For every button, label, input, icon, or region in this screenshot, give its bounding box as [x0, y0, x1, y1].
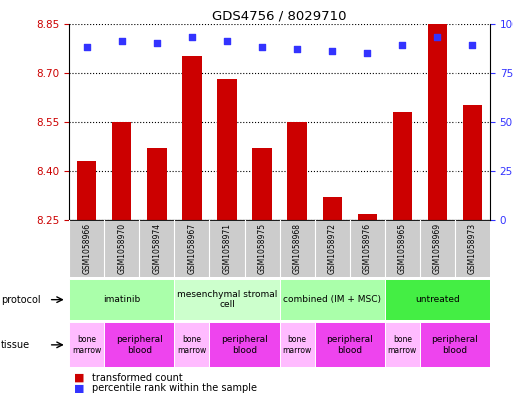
Point [188, 34, 196, 40]
Text: tissue: tissue [1, 340, 30, 350]
Bar [463, 105, 482, 220]
Bar [287, 122, 307, 220]
Point [363, 50, 371, 56]
Text: peripheral
blood: peripheral blood [431, 335, 478, 354]
Bar [280, 279, 385, 320]
Text: bone
marrow: bone marrow [388, 335, 417, 354]
Bar [392, 112, 412, 220]
Bar [174, 322, 209, 367]
Bar [182, 56, 202, 220]
Text: GSM1058967: GSM1058967 [187, 223, 196, 274]
Bar [385, 279, 490, 320]
Text: GSM1058966: GSM1058966 [82, 223, 91, 274]
Text: untreated: untreated [415, 295, 460, 304]
Point [398, 42, 406, 48]
Text: GSM1058970: GSM1058970 [117, 223, 126, 274]
Title: GDS4756 / 8029710: GDS4756 / 8029710 [212, 9, 347, 22]
Text: GSM1058968: GSM1058968 [292, 223, 302, 274]
Text: ■: ■ [74, 373, 85, 383]
Bar [323, 197, 342, 220]
Text: peripheral
blood: peripheral blood [326, 335, 373, 354]
Text: GSM1058969: GSM1058969 [433, 223, 442, 274]
Text: combined (IM + MSC): combined (IM + MSC) [283, 295, 381, 304]
Point [468, 42, 477, 48]
Text: GSM1058972: GSM1058972 [328, 223, 337, 274]
Text: GSM1058976: GSM1058976 [363, 223, 372, 274]
Point [83, 44, 91, 50]
Text: percentile rank within the sample: percentile rank within the sample [92, 383, 258, 393]
Bar [69, 279, 174, 320]
Text: GSM1058974: GSM1058974 [152, 223, 162, 274]
Bar [358, 213, 377, 220]
Bar [252, 148, 272, 220]
Text: bone
marrow: bone marrow [283, 335, 312, 354]
Point [117, 38, 126, 44]
Text: GSM1058973: GSM1058973 [468, 223, 477, 274]
Text: mesenchymal stromal
cell: mesenchymal stromal cell [177, 290, 277, 309]
Bar [385, 322, 420, 367]
Text: transformed count: transformed count [92, 373, 183, 383]
Bar [104, 322, 174, 367]
Bar [112, 122, 131, 220]
Text: peripheral
blood: peripheral blood [116, 335, 163, 354]
Text: GSM1058971: GSM1058971 [223, 223, 231, 274]
Text: bone
marrow: bone marrow [177, 335, 207, 354]
Bar [174, 279, 280, 320]
Text: GSM1058965: GSM1058965 [398, 223, 407, 274]
Bar [280, 322, 314, 367]
Bar [209, 322, 280, 367]
Point [153, 40, 161, 46]
Bar [218, 79, 236, 220]
Bar [69, 322, 104, 367]
Text: GSM1058975: GSM1058975 [258, 223, 267, 274]
Bar [314, 322, 385, 367]
Point [223, 38, 231, 44]
Text: imatinib: imatinib [103, 295, 141, 304]
Point [328, 48, 336, 54]
Point [433, 34, 441, 40]
Bar [428, 17, 447, 220]
Bar [147, 148, 167, 220]
Text: peripheral
blood: peripheral blood [221, 335, 268, 354]
Point [258, 44, 266, 50]
Bar [420, 322, 490, 367]
Point [293, 46, 301, 52]
Bar [77, 161, 96, 220]
Text: ■: ■ [74, 383, 85, 393]
Text: bone
marrow: bone marrow [72, 335, 102, 354]
Text: protocol: protocol [1, 295, 41, 305]
